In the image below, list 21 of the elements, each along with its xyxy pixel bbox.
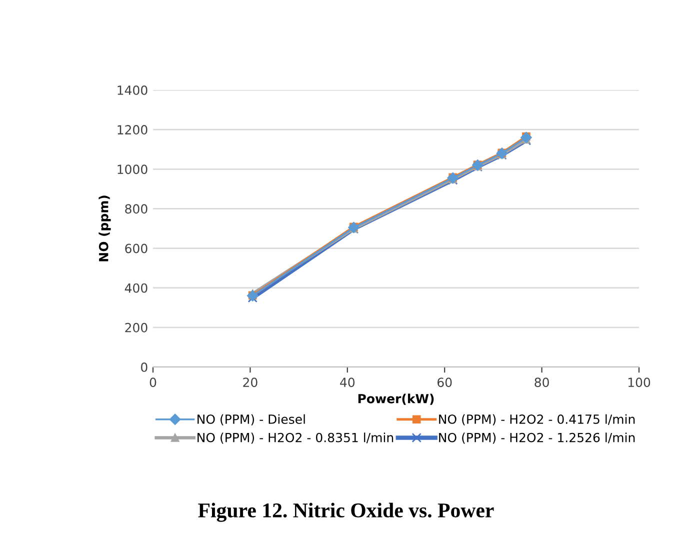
y-tick-label: 1400 (118, 85, 148, 95)
y-tick-label: 200 (125, 322, 148, 332)
y-tick-label: 1200 (118, 125, 148, 134)
caption: Figure 12. Nitric Oxide vs. Power (198, 502, 494, 522)
legend-label: NO (PPM) - H2O2 - 0.4175 l/min (439, 414, 635, 426)
x-tick-label: 60 (438, 378, 452, 388)
x-tick-label: 40 (340, 378, 355, 388)
y-tick-label: 600 (125, 244, 148, 254)
x-tick-label: 80 (534, 378, 549, 388)
y-axis-title: NO (ppm) (98, 196, 111, 262)
y-tick-label: 800 (125, 204, 148, 214)
legend-label: NO (PPM) - Diesel (198, 414, 305, 426)
legend-label: NO (PPM) - H2O2 - 1.2526 l/min (439, 432, 635, 444)
y-tick-label: 0 (141, 362, 148, 372)
x-axis-title: Power(kW) (358, 394, 434, 405)
x-tick-label: 20 (243, 378, 258, 388)
x-tick-label: 100 (628, 378, 650, 388)
x-tick-label: 0 (150, 378, 156, 388)
y-tick-label: 400 (124, 283, 148, 293)
y-tick-label: 1000 (118, 164, 148, 174)
legend-label: NO (PPM) - H2O2 - 0.8351 l/min (198, 432, 394, 444)
